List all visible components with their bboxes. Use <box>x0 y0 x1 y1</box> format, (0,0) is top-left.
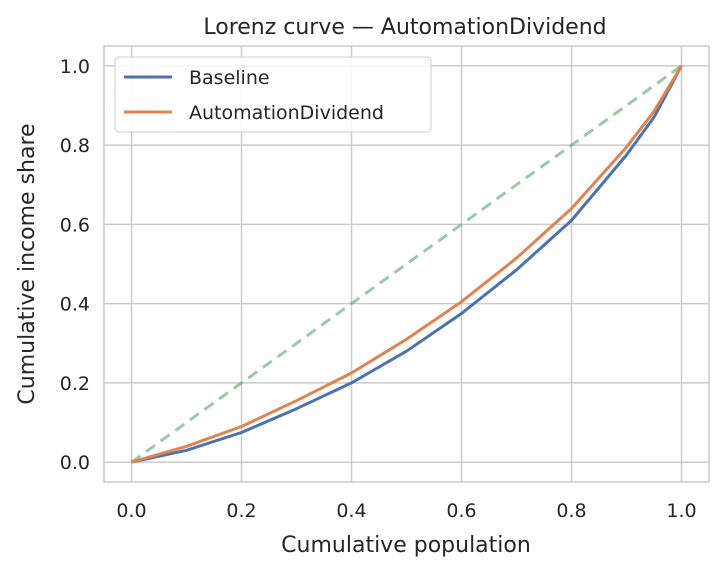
x-tick-label: 0.4 <box>336 500 366 522</box>
x-tick-label: 1.0 <box>666 500 696 522</box>
y-tick-label: 0.0 <box>60 452 90 474</box>
y-axis-title: Cumulative income share <box>15 123 40 404</box>
y-tick-label: 0.4 <box>60 294 90 316</box>
x-tick-label: 0.2 <box>226 500 256 522</box>
x-tick-label: 0.6 <box>446 500 476 522</box>
y-axis-ticks: 0.0 0.2 0.4 0.6 0.8 1.0 <box>60 56 90 474</box>
legend-label-automation-dividend: AutomationDividend <box>189 102 384 124</box>
x-axis-title: Cumulative population <box>281 533 531 558</box>
y-tick-label: 0.2 <box>60 373 90 395</box>
plot-frame <box>103 45 710 483</box>
y-tick-label: 0.8 <box>60 135 90 157</box>
legend-box <box>114 56 432 133</box>
equality-line <box>130 64 683 464</box>
chart-title: Lorenz curve — AutomationDividend <box>203 15 606 40</box>
data-lines <box>130 64 683 464</box>
series-line-baseline <box>131 65 683 464</box>
legend: Baseline AutomationDividend <box>114 56 432 133</box>
x-tick-label: 0.0 <box>116 500 146 522</box>
legend-label-baseline: Baseline <box>189 67 270 89</box>
x-tick-label: 0.8 <box>556 500 586 522</box>
y-tick-label: 0.6 <box>60 214 90 236</box>
x-axis-ticks: 0.0 0.2 0.4 0.6 0.8 1.0 <box>116 500 696 522</box>
y-tick-label: 1.0 <box>60 56 90 78</box>
series-line-automation-dividend <box>131 65 683 464</box>
